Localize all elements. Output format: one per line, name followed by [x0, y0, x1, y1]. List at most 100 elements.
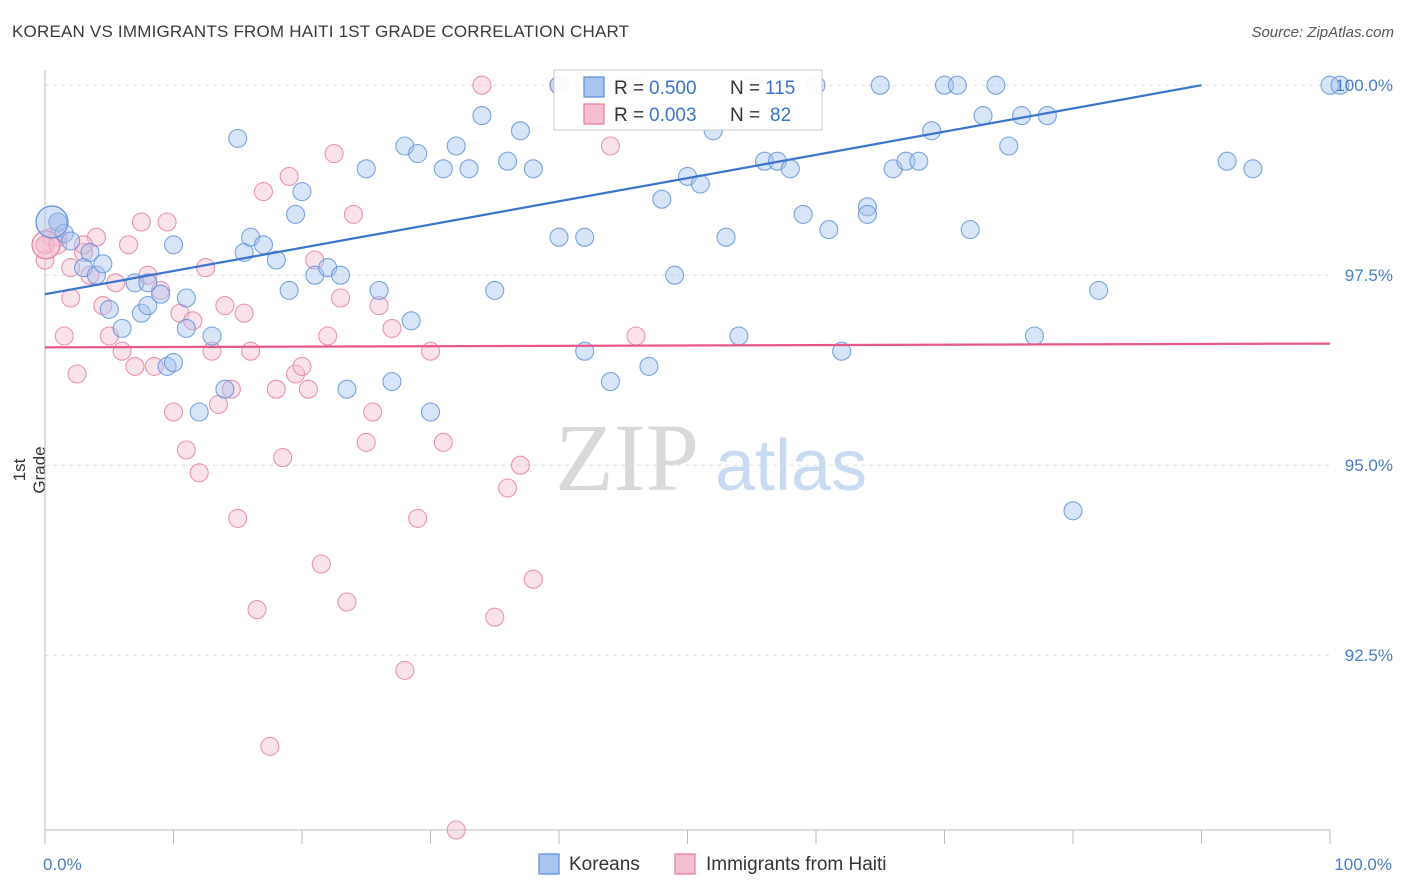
watermark-zip: ZIP — [555, 404, 699, 511]
haiti-point-41 — [298, 379, 318, 399]
korean-point-49 — [523, 159, 543, 179]
korean-point-12 — [138, 273, 158, 293]
korean-point-8 — [99, 299, 119, 319]
korean-point-39 — [401, 311, 421, 331]
legend-r-value-1: 0.500 — [649, 78, 697, 99]
korean-point-83 — [947, 75, 967, 95]
korean-point-22 — [215, 379, 235, 399]
haiti-point-57 — [446, 820, 466, 840]
korean-point-34 — [337, 379, 357, 399]
haiti-point-7 — [80, 265, 100, 285]
haiti-point-25 — [196, 258, 216, 278]
haiti-point-51 — [369, 296, 389, 316]
haiti-point-37 — [273, 448, 293, 468]
haiti-point-33 — [247, 600, 267, 620]
korean-point-large — [35, 205, 69, 239]
haiti-point-47 — [337, 592, 357, 612]
haiti-point-39 — [286, 364, 306, 384]
legend-swatch-haiti — [583, 103, 605, 125]
korean-point-75 — [857, 197, 877, 217]
korean-point-52 — [575, 227, 595, 247]
haiti-point-38 — [279, 166, 299, 186]
korean-point-29 — [286, 204, 306, 224]
korean-point-60 — [652, 189, 672, 209]
haiti-point-45 — [324, 144, 344, 164]
korean-point-3 — [61, 231, 81, 251]
korean-point-41 — [420, 402, 441, 422]
korean-point-18 — [176, 288, 196, 308]
korean-point-91 — [1063, 501, 1083, 521]
korean-point-26 — [253, 235, 274, 255]
series-haiti-points — [31, 75, 646, 840]
haiti-point-3 — [54, 326, 74, 346]
korean-point-71 — [793, 204, 813, 224]
haiti-point-62 — [523, 569, 543, 589]
legend-n-label-1: N = — [730, 78, 760, 99]
korean-point-54 — [600, 372, 620, 392]
korean-point-37 — [382, 372, 402, 392]
trend-lines — [44, 84, 1331, 349]
haiti-point-46 — [330, 288, 351, 308]
haiti-point-49 — [356, 432, 376, 452]
chart-source: Source: ZipAtlas.com — [1251, 24, 1394, 41]
legend-bottom-label-haiti: Immigrants from Haiti — [706, 854, 887, 875]
haiti-point-6 — [74, 242, 94, 262]
x-tick-label-0: 0.0% — [43, 855, 82, 874]
haiti-point-28 — [215, 296, 235, 316]
watermark-atlas: atlas — [715, 426, 867, 506]
haiti-point-23 — [183, 311, 203, 331]
haiti-point-30 — [228, 508, 248, 528]
korean-point-23 — [228, 128, 248, 148]
y-tick-label-2: 95.0% — [1345, 456, 1393, 475]
haiti-point-66 — [626, 326, 646, 346]
legend-r-label-2: R = — [614, 105, 644, 126]
korean-point-21 — [202, 326, 222, 346]
legend-n-value-1: 115 — [765, 78, 795, 99]
korean-point-43 — [446, 136, 466, 156]
haiti-point-24 — [189, 463, 209, 483]
axes — [44, 70, 1331, 844]
haiti-point-15 — [131, 212, 151, 232]
korean-point-46 — [485, 280, 505, 300]
haiti-point-19 — [157, 212, 177, 232]
x-tick-label-1: 100.0% — [1334, 855, 1392, 874]
korean-point-19 — [176, 318, 196, 338]
korean-point-20 — [189, 402, 209, 422]
legend-bottom-swatch-haiti — [674, 853, 696, 875]
haiti-point-55 — [420, 341, 441, 361]
korean-point-36 — [369, 280, 389, 300]
haiti-point-52 — [382, 318, 402, 338]
haiti-point-53 — [395, 660, 415, 680]
watermark: ZIP atlas — [555, 404, 867, 511]
haiti-point-31 — [234, 303, 254, 323]
korean-point-17 — [163, 353, 184, 373]
korean-point-7 — [93, 254, 113, 274]
haiti-point-13 — [118, 235, 139, 255]
legend-r-label-1: R = — [614, 78, 644, 99]
trend-line-haiti — [44, 342, 1331, 349]
korean-point-94 — [1243, 159, 1263, 179]
korean-point-59 — [639, 356, 659, 376]
korean-point-86 — [986, 75, 1006, 95]
korean-point-13 — [138, 296, 158, 316]
korean-point-90 — [1037, 106, 1057, 126]
korean-point-45 — [472, 106, 492, 126]
haiti-point-61 — [510, 455, 531, 475]
haiti-point-48 — [343, 204, 363, 224]
legend-bottom: Koreans Immigrants from Haiti — [538, 853, 887, 875]
haiti-point-54 — [408, 508, 428, 528]
haiti-point-43 — [311, 554, 331, 574]
korean-point-85 — [973, 106, 993, 126]
tick-labels: 100.0% 97.5% 95.0% 92.5% 0.0% 100.0% — [43, 76, 1393, 874]
legend-swatch-koreans — [583, 76, 605, 98]
haiti-point-60 — [498, 478, 518, 498]
korean-point-96 — [1330, 75, 1350, 95]
y-tick-label-0: 100.0% — [1335, 76, 1393, 95]
korean-point-95 — [1320, 75, 1340, 95]
haiti-point-5 — [67, 364, 87, 384]
haiti-point-59 — [485, 607, 505, 627]
korean-point-50 — [549, 227, 569, 247]
legend-n-label-2: N = — [730, 105, 760, 126]
korean-point-35 — [356, 159, 376, 179]
